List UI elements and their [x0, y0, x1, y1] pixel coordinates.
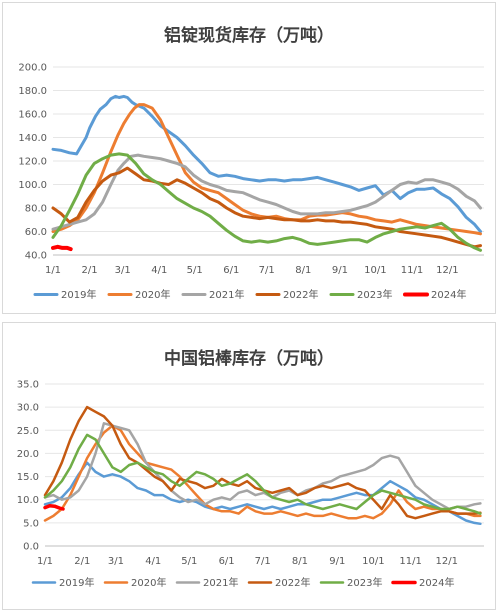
y-tick-label: 5.0: [23, 518, 39, 529]
series-line-2020年: [51, 103, 482, 236]
series-line-2021年: [43, 422, 482, 511]
legend-label: 2021年: [209, 288, 244, 301]
y-tick-label: 25.0: [17, 426, 39, 437]
y-tick-label: 200.0: [18, 63, 47, 74]
legend-label: 2019年: [59, 576, 94, 589]
series-line-2023年: [51, 152, 482, 252]
x-tick-label: 3/1: [115, 265, 131, 276]
x-tick-label: 5/1: [187, 265, 203, 276]
y-tick-label: 15.0: [17, 472, 39, 483]
x-tick-label: 10/1: [362, 556, 384, 567]
series-line-2019年: [51, 94, 482, 233]
legend-label: 2020年: [135, 288, 170, 301]
x-tick-label: 10/1: [364, 265, 386, 276]
series-line-2020年: [43, 424, 482, 522]
series-line-2024年: [43, 503, 65, 511]
x-tick-label: 2/1: [82, 265, 98, 276]
series-line-2019年: [43, 461, 482, 526]
x-tick-label: 4/1: [145, 556, 161, 567]
chart-panel-aluminum-ingot: 铝锭现货库存（万吨） 40.0 60.0 80.0 100.0 120.0 140.0 16…: [2, 2, 496, 314]
y-tick-label: 30.0: [17, 403, 39, 414]
series-line-2024年: [51, 244, 73, 252]
y-tick-label: 140.0: [18, 133, 47, 144]
y-tick-label: 35.0: [17, 380, 39, 391]
y-tick-label: 10.0: [17, 495, 39, 506]
y-tick-label: 120.0: [18, 157, 47, 168]
legend-label: 2024年: [431, 288, 466, 301]
x-tick-label: 8/1: [295, 265, 311, 276]
y-tick-label: 60.0: [25, 227, 47, 238]
x-tick-label: 1/1: [45, 265, 61, 276]
series-line-2023年: [43, 433, 482, 515]
x-tick-label: 11/1: [399, 556, 421, 567]
y-tick-label: 0.0: [23, 542, 39, 553]
x-tick-label: 6/1: [223, 265, 239, 276]
x-tick-label: 12/1: [435, 556, 457, 567]
legend-label: 2022年: [283, 288, 318, 301]
x-tick-label: 8/1: [292, 556, 308, 567]
x-tick-label: 7/1: [255, 556, 271, 567]
y-tick-label: 100.0: [18, 180, 47, 191]
x-tick-label: 1/1: [37, 556, 53, 567]
legend-label: 2024年: [419, 576, 454, 589]
x-tick-label: 4/1: [151, 265, 167, 276]
line-chart-aluminum-ingot: 40.0 60.0 80.0 100.0 120.0 140.0 160.0 180.0 200…: [18, 63, 484, 301]
legend-label: 2023年: [357, 288, 392, 301]
x-tick-label: 3/1: [108, 556, 124, 567]
legend-label: 2023年: [347, 576, 382, 589]
chart-title: 铝锭现货库存（万吨）: [164, 26, 334, 46]
x-tick-label: 12/1: [436, 265, 458, 276]
x-tick-label: 11/1: [401, 265, 423, 276]
line-chart-aluminum-bar: 0.0 5.0 10.0 15.0 20.0 25.0 30.0 35.0 1/1 2/1 3/1 4…: [17, 380, 484, 589]
legend-label: 2021年: [203, 576, 238, 589]
legend-label: 2019年: [61, 288, 96, 301]
legend-label: 2022年: [275, 576, 310, 589]
x-tick-label: 6/1: [219, 556, 235, 567]
x-tick-label: 5/1: [181, 556, 197, 567]
chart-panel-aluminum-bar: 中国铝棒库存（万吨） 0.0 5.0 10.0 15.0 20.0 25.0 30.0 35.…: [2, 322, 496, 610]
x-tick-label: 7/1: [259, 265, 275, 276]
y-tick-label: 160.0: [18, 110, 47, 121]
series-line-2021年: [51, 153, 482, 231]
y-tick-label: 180.0: [18, 86, 47, 97]
x-tick-label: 9/1: [329, 556, 345, 567]
x-tick-label: 2/1: [74, 556, 90, 567]
series-line-2022年: [51, 166, 482, 249]
x-tick-label: 9/1: [332, 265, 348, 276]
y-tick-label: 80.0: [25, 204, 47, 215]
y-tick-label: 20.0: [17, 449, 39, 460]
chart-title: 中国铝棒库存（万吨）: [164, 349, 334, 369]
legend-label: 2020年: [131, 576, 166, 589]
y-tick-label: 40.0: [25, 251, 47, 262]
